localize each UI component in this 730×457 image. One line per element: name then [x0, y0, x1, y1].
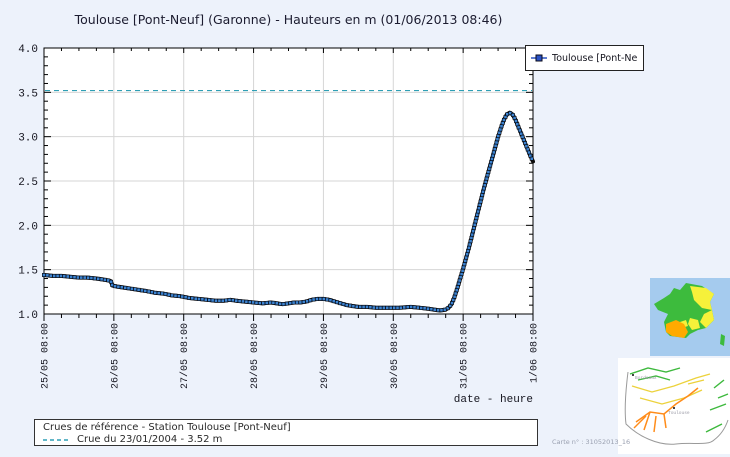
chart-title: Toulouse [Pont-Neuf] (Garonne) - Hauteur…: [74, 12, 503, 27]
regional-rivers-map[interactable]: Bordeaux Toulouse: [618, 358, 730, 454]
x-tick-label: 31/05 08:00: [459, 323, 471, 389]
y-tick-label: 2.0: [18, 221, 38, 233]
x-axis-title: date - heure: [453, 394, 533, 406]
coastline: [624, 371, 729, 445]
x-tick-label: 27/05 08:00: [179, 323, 191, 389]
rivers-green: [629, 367, 729, 433]
x-tick-label: 1/06 08:00: [529, 323, 541, 383]
map-number-label: Carte n° : 31052013_16: [552, 438, 631, 446]
reference-floods-box: Crues de référence - Station Toulouse [P…: [34, 419, 538, 446]
vigilance-orange-southwest: [666, 320, 688, 338]
city-label-bordeaux: Bordeaux: [635, 375, 657, 381]
city-dot-bordeaux: [632, 374, 634, 376]
corsica-shape: [720, 334, 725, 346]
vigilance-yellow-south: [688, 318, 700, 330]
vigilance-yellow-northeast: [690, 286, 714, 310]
series-marker-icon: [531, 54, 547, 62]
rivers-yellow: [631, 373, 711, 405]
reference-floods-title: Crues de référence - Station Toulouse [P…: [43, 422, 291, 433]
y-tick-label: 3.0: [18, 133, 38, 145]
y-tick-label: 1.0: [18, 310, 38, 322]
france-vigilance-map[interactable]: [650, 278, 730, 356]
reference-flood-entry: Crue du 23/01/2004 - 3.52 m: [77, 434, 223, 445]
y-tick-label: 3.5: [18, 88, 38, 100]
legend-box: Toulouse [Pont-Ne: [525, 45, 644, 71]
x-tick-label: 26/05 08:00: [109, 323, 121, 389]
city-dot-toulouse: [673, 407, 675, 409]
y-tick-label: 4.0: [18, 44, 38, 56]
x-tick-label: 28/05 08:00: [249, 323, 261, 389]
y-tick-label: 2.5: [18, 177, 38, 189]
x-tick-label: 25/05 08:00: [40, 323, 52, 389]
water-height-series: [42, 110, 535, 313]
x-tick-label: 29/05 08:00: [319, 323, 331, 389]
legend-label: Toulouse [Pont-Ne: [552, 52, 638, 64]
city-label-toulouse: Toulouse: [668, 410, 690, 416]
vigilance-yellow-east: [700, 310, 714, 328]
reference-line-sample-icon: [43, 439, 71, 441]
y-tick-label: 1.5: [18, 266, 38, 278]
rivers-orange: [633, 387, 699, 433]
x-tick-label: 30/05 08:00: [389, 323, 401, 389]
